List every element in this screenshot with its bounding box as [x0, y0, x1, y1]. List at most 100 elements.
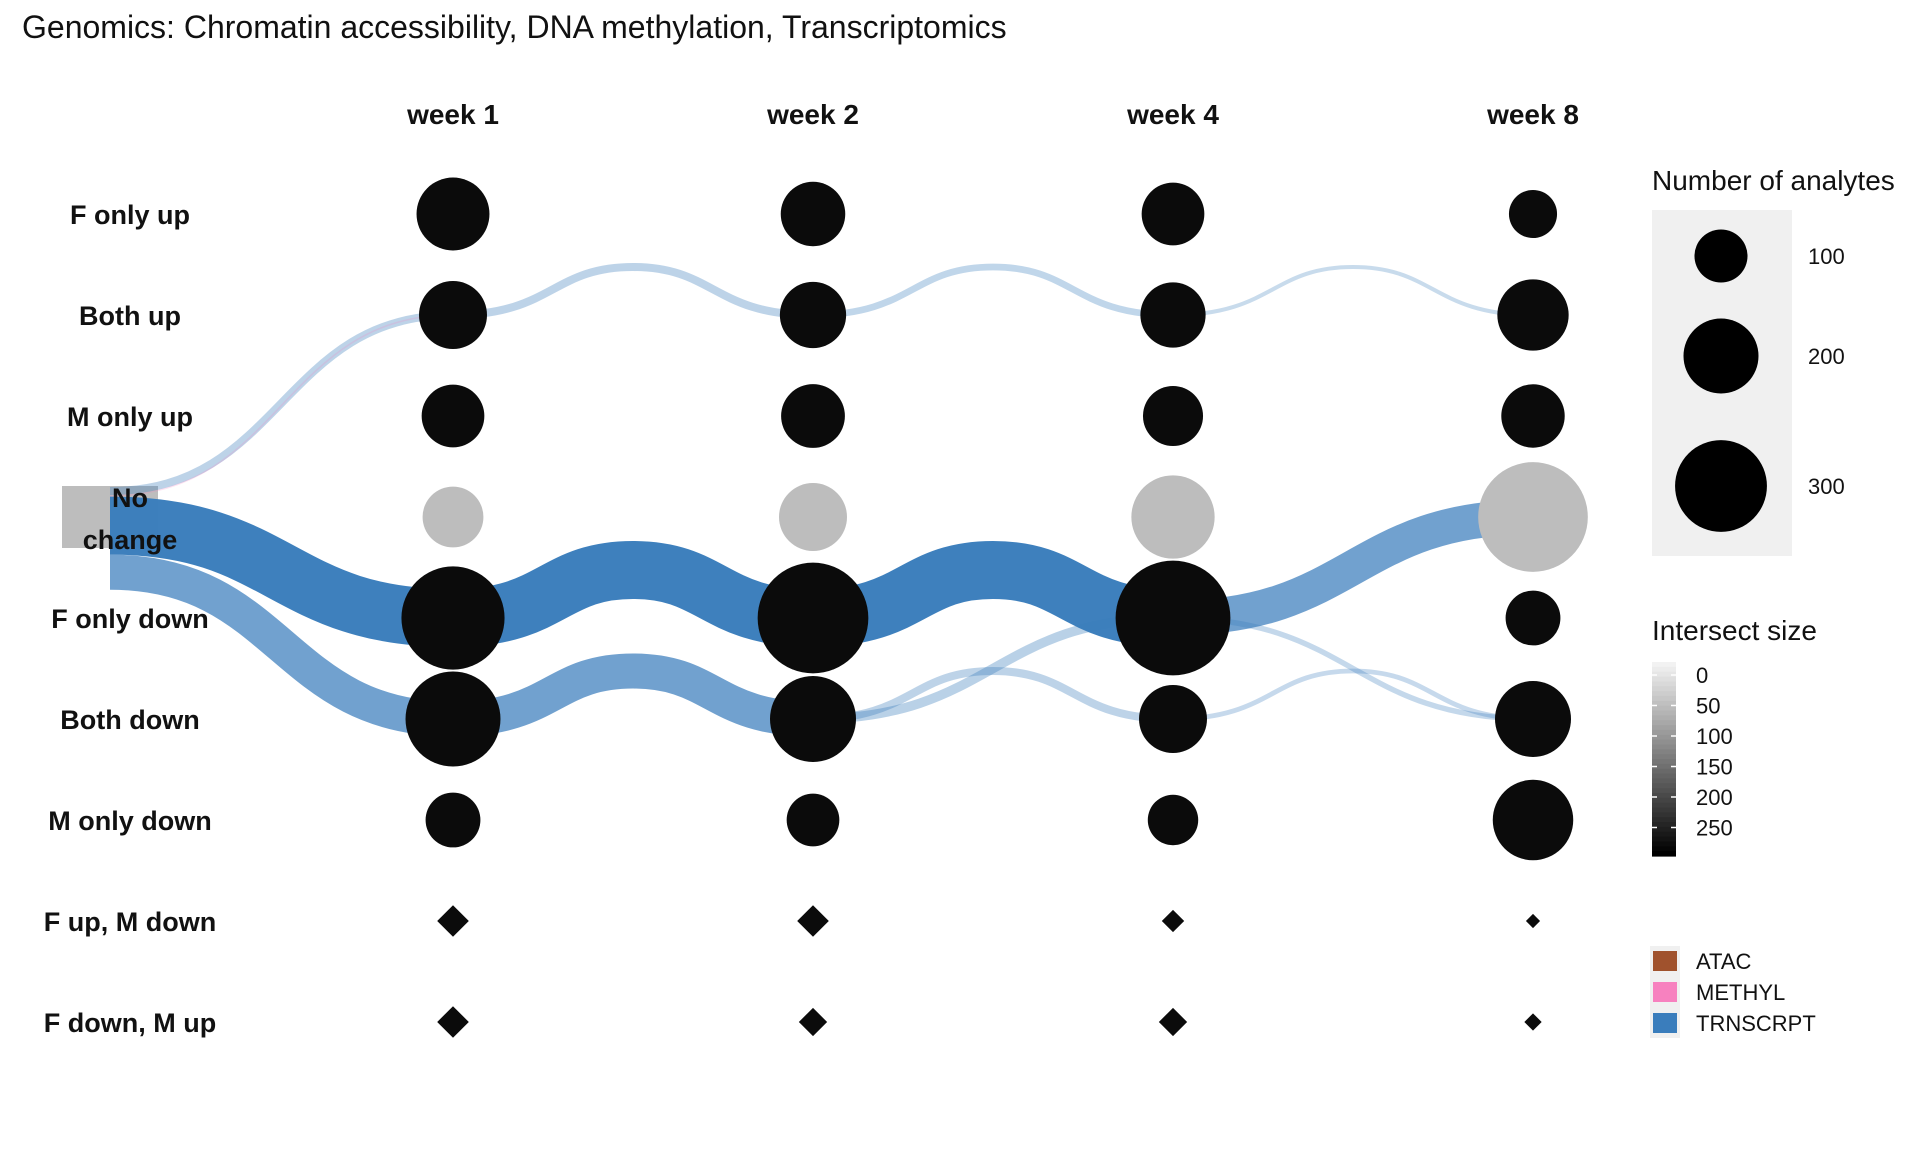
- node-f-up-m-down-week-8: [1525, 913, 1541, 929]
- legend-intersect-gradient-step: [1652, 691, 1676, 697]
- flows-layer: [62, 262, 1534, 737]
- node-both-down-week-1: [405, 671, 501, 767]
- row-label-no-change-line2: change: [83, 525, 178, 555]
- nodes-layer: [401, 177, 1588, 1038]
- timepoint-header-week-4: week 4: [1126, 99, 1219, 130]
- node-f-only-up-week-8: [1508, 189, 1558, 239]
- node-f-only-up-week-4: [1141, 182, 1205, 246]
- row-label-m-only-up: M only up: [67, 402, 193, 432]
- node-f-only-down-week-2: [757, 562, 869, 674]
- legend-intersect-gradient-step: [1652, 759, 1676, 765]
- legend-intersect-gradient-step: [1652, 700, 1676, 707]
- legend-intersect-gradient-step: [1652, 846, 1676, 852]
- chart-title: Genomics: Chromatin accessibility, DNA m…: [22, 9, 1007, 45]
- node-both-up-week-8: [1497, 279, 1569, 351]
- row-label-f-only-up: F only up: [70, 200, 190, 230]
- node-f-down-m-up-week-2: [798, 1007, 828, 1037]
- node-f-up-m-down-week-2: [797, 905, 829, 937]
- legend-intersect-gradient-step: [1652, 783, 1676, 789]
- node-f-only-down-week-4: [1115, 560, 1231, 676]
- legend-intersect-label-50: 50: [1696, 694, 1720, 719]
- legend-intersect-gradient-step: [1652, 788, 1676, 794]
- legend-intersect-gradient-step: [1652, 739, 1676, 746]
- legend-intersect-gradient-step: [1652, 720, 1676, 726]
- legend-intersect-gradient-step: [1652, 671, 1676, 678]
- node-f-only-down-week-1: [401, 566, 505, 670]
- legend-size-label-100: 100: [1808, 244, 1845, 269]
- legend-modality-label-atac: ATAC: [1696, 949, 1752, 974]
- legend-intersect-gradient-step: [1652, 734, 1676, 741]
- legend-intersect-gradient-step: [1652, 797, 1676, 804]
- timepoint-header-week-8: week 8: [1486, 99, 1579, 130]
- legend-intersect-gradient-step: [1652, 695, 1676, 702]
- legend-intersect-gradient-step: [1652, 822, 1676, 828]
- legend-intersect-gradient-step: [1652, 725, 1676, 731]
- legend-modality-label-methyl: METHYL: [1696, 980, 1785, 1005]
- legend-intersect-gradient-step: [1652, 705, 1676, 712]
- legend-intersect: Intersect size 0 50 100 150 200 250: [1652, 615, 1817, 857]
- node-m-only-up-week-8: [1501, 384, 1565, 448]
- legend-intersect-label-250: 250: [1696, 816, 1733, 841]
- legend-intersect-label-0: 0: [1696, 663, 1708, 688]
- legend-intersect-gradient-step: [1652, 812, 1676, 818]
- flow-no-change-to-both-up-t0: [109, 310, 454, 496]
- flow-both-up-to-both-up-t2: [812, 263, 1174, 319]
- legend-intersect-gradient-step: [1652, 676, 1676, 682]
- legend-intersect-gradient-step: [1652, 851, 1676, 857]
- legend-intersect-label-150: 150: [1696, 755, 1733, 780]
- legend-intersect-title: Intersect size: [1652, 615, 1817, 646]
- flow-both-down-to-both-down-t1: [452, 653, 814, 737]
- node-f-up-m-down-week-1: [437, 905, 469, 937]
- node-f-down-m-up-week-8: [1524, 1013, 1542, 1031]
- node-f-only-up-week-2: [780, 181, 846, 247]
- legend-intersect-gradient-step: [1652, 763, 1676, 770]
- flow-no-change-to-both-down-t0: [109, 554, 454, 737]
- row-label-no-change-line1: No: [112, 483, 148, 513]
- legend-size-label-300: 300: [1808, 474, 1845, 499]
- legend-intersect-gradient-step: [1652, 826, 1676, 833]
- flow-both-up-to-both-up-t3: [1172, 264, 1534, 318]
- flow-both-down-to-both-down-t3: [1172, 668, 1534, 722]
- legend-size-circle-100: [1694, 229, 1748, 283]
- legend-intersect-gradient-step: [1652, 807, 1676, 813]
- row-label-f-up-m-down: F up, M down: [44, 907, 216, 937]
- legend-intersect-gradient-step: [1652, 681, 1676, 687]
- node-no-change-week-1: [422, 486, 484, 548]
- legend-intersect-gradient-step: [1652, 836, 1676, 843]
- legend-size-title: Number of analytes: [1652, 165, 1895, 196]
- legend-intersect-gradient-step: [1652, 802, 1676, 809]
- row-label-m-only-down: M only down: [48, 806, 211, 836]
- row-label-both-down: Both down: [60, 705, 199, 735]
- row-label-f-only-down: F only down: [51, 604, 208, 634]
- legend-intersect-gradient-step: [1652, 792, 1676, 799]
- node-both-up-week-2: [779, 281, 847, 349]
- legend-intersect-gradient-step: [1652, 768, 1676, 775]
- row-label-f-down-m-up: F down, M up: [44, 1008, 216, 1038]
- node-both-up-week-1: [419, 281, 487, 349]
- node-m-only-down-week-2: [786, 793, 840, 847]
- legend-intersect-gradient-step: [1652, 666, 1676, 673]
- node-f-only-down-week-8: [1505, 590, 1561, 646]
- legend-intersect-gradient-step: [1652, 662, 1676, 668]
- labels-layer: week 1 week 2 week 4 week 8 F only up Both up…: [44, 99, 1579, 1038]
- node-m-only-down-week-4: [1147, 794, 1199, 846]
- node-both-down-week-2: [769, 675, 857, 763]
- node-both-up-week-4: [1140, 282, 1206, 348]
- legend-size-label-200: 200: [1808, 344, 1845, 369]
- legend-intersect-gradient-step: [1652, 749, 1676, 755]
- legend-intersect-gradient-step: [1652, 831, 1676, 838]
- legend-modality-swatch-trnscrpt: [1653, 1013, 1677, 1033]
- legend-intersect-gradient-step: [1652, 715, 1676, 721]
- node-m-only-up-week-1: [421, 384, 485, 448]
- node-f-down-m-up-week-1: [437, 1006, 469, 1038]
- legend-intersect-gradient-step: [1652, 754, 1676, 760]
- legend-intersect-gradient-step: [1652, 817, 1676, 823]
- legend-size: Number of analytes 100 200 300: [1652, 165, 1895, 556]
- flow-both-down-to-f-only-down-t2: [812, 613, 1174, 724]
- legend-intersect-label-100: 100: [1696, 724, 1733, 749]
- legend-intersect-gradient-step: [1652, 841, 1676, 847]
- flow-f-only-down-to-f-only-down-t2: [812, 540, 1174, 648]
- flow-both-down-to-both-down-t2: [812, 666, 1174, 724]
- legend-size-circle-200: [1683, 318, 1759, 394]
